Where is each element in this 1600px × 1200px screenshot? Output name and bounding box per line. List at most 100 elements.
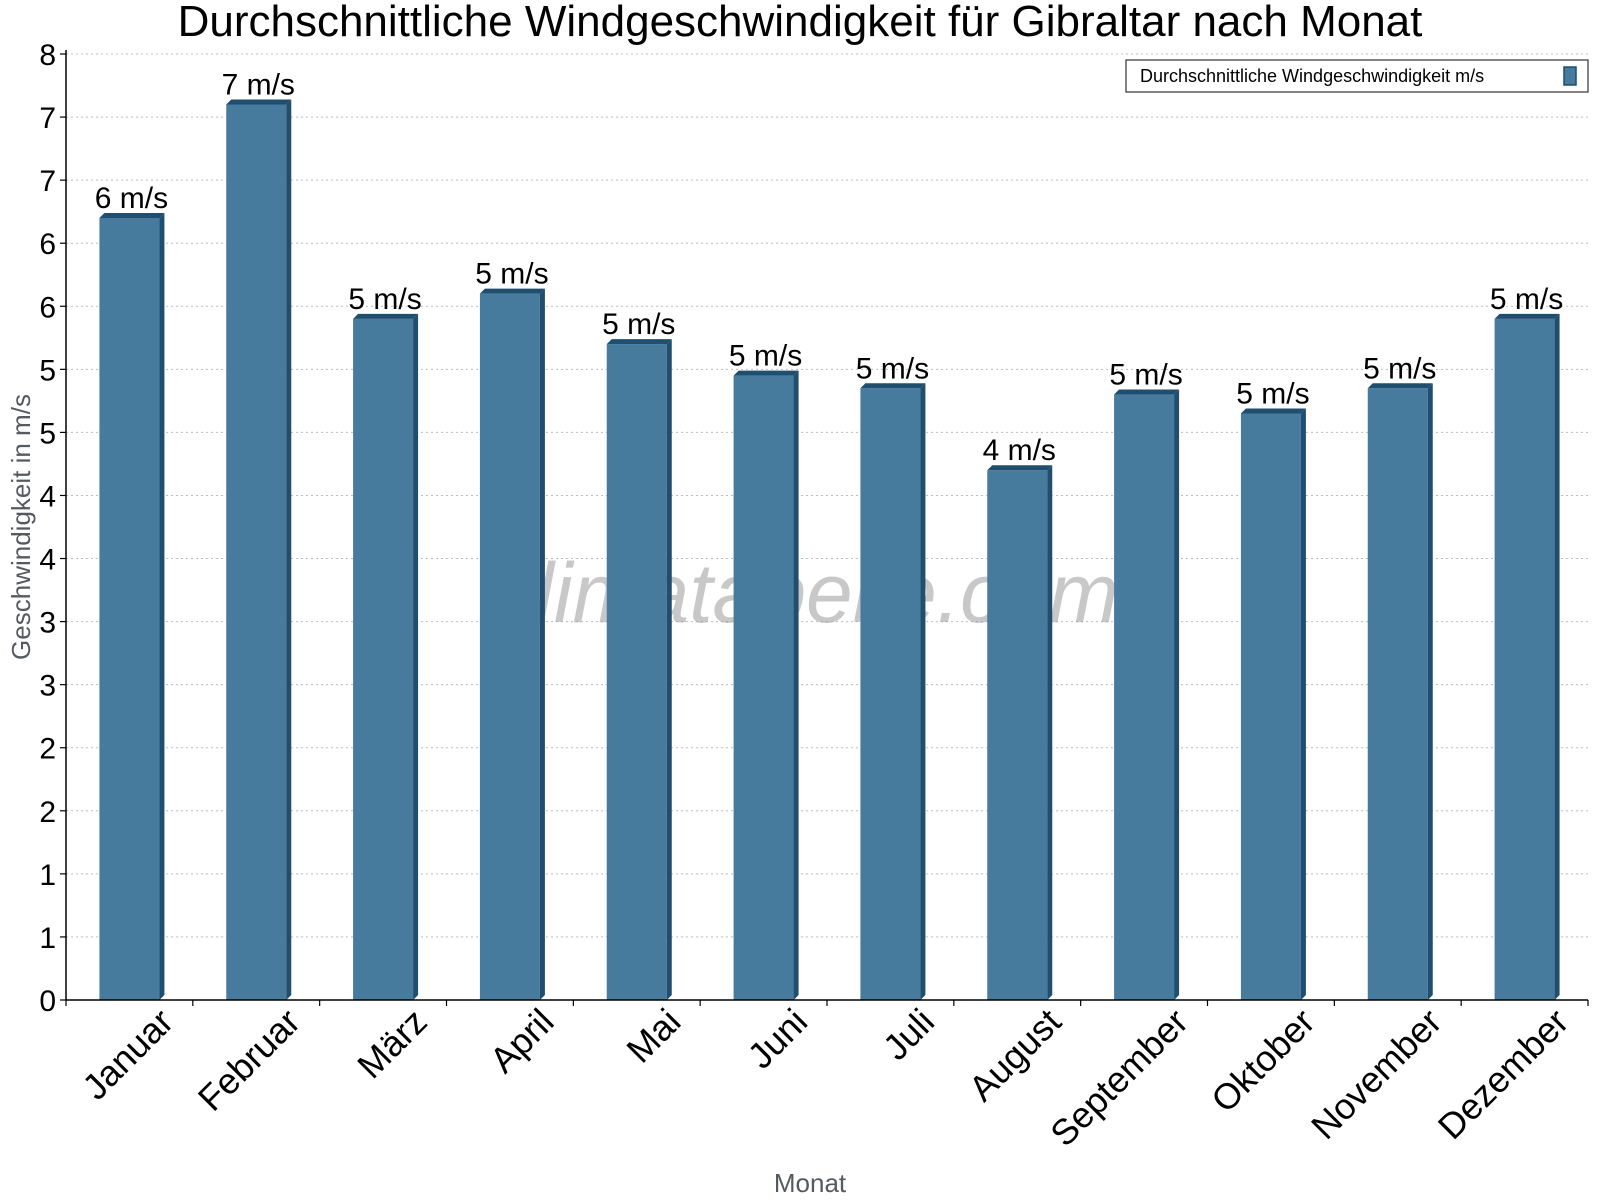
x-tick-label: Juni — [740, 1001, 816, 1077]
x-tick-label: April — [482, 1001, 562, 1081]
bar-top — [606, 339, 672, 345]
x-tick-label: Mai — [618, 1001, 688, 1071]
bar-front — [733, 375, 794, 1000]
y-tick-label: 6 — [39, 228, 56, 261]
y-tick-label: 2 — [39, 733, 56, 766]
y-tick-label: 2 — [39, 796, 56, 829]
bar-front — [860, 388, 921, 1001]
bar-front — [1240, 413, 1301, 1001]
bar-side — [1174, 389, 1180, 1000]
bar-top — [987, 465, 1053, 471]
bar — [226, 99, 292, 1001]
bar — [479, 288, 545, 1000]
bar-side — [286, 99, 292, 1001]
bar-top — [479, 288, 545, 294]
x-tick-label: Juli — [875, 1001, 942, 1068]
legend: Durchschnittliche Windgeschwindigkeit m/… — [1125, 59, 1589, 93]
x-tick-label: November — [1303, 1001, 1449, 1147]
legend-swatch — [1563, 66, 1577, 86]
y-tick-label: 4 — [39, 480, 56, 513]
x-tick-label: Oktober — [1203, 1001, 1323, 1121]
bar-top — [733, 370, 799, 376]
bar-front — [606, 344, 667, 1000]
bar — [1240, 408, 1306, 1001]
bar — [353, 313, 419, 1000]
y-tick-label: 1 — [39, 859, 56, 892]
data-label: 5 m/s — [1363, 352, 1436, 385]
x-axis-title: Monat — [774, 1168, 847, 1198]
x-tick-label: September — [1042, 1001, 1196, 1155]
legend-label: Durchschnittliche Windgeschwindigkeit m/… — [1140, 66, 1484, 86]
data-label: 5 m/s — [1490, 283, 1563, 316]
x-tick-label: Februar — [190, 1001, 308, 1119]
bar-side — [920, 383, 926, 1001]
bar-top — [1240, 408, 1306, 414]
bar-side — [159, 212, 165, 1000]
y-tick-label: 6 — [39, 291, 56, 324]
bar — [860, 383, 926, 1001]
bar-front — [99, 217, 160, 1000]
data-label: 5 m/s — [729, 340, 802, 373]
bar-side — [1300, 408, 1306, 1001]
legend-box — [1125, 59, 1589, 93]
chart-title: Durchschnittliche Windgeschwindigkeit fü… — [178, 0, 1423, 46]
bar — [606, 339, 672, 1000]
x-tick-label: August — [961, 1001, 1069, 1109]
bar-side — [539, 288, 545, 1000]
y-axis-title: Geschwindigkeit in m/s — [6, 394, 36, 660]
y-tick-label: 0 — [39, 985, 56, 1018]
bar-top — [860, 383, 926, 389]
bar-front — [1114, 394, 1175, 1000]
bar — [1367, 383, 1433, 1001]
bar-front — [479, 293, 540, 1000]
y-tick-label: 3 — [39, 670, 56, 703]
x-tick-label: März — [349, 1001, 435, 1087]
bar-top — [1494, 313, 1560, 319]
bar-side — [666, 339, 672, 1000]
data-label: 5 m/s — [475, 258, 548, 291]
y-tick-label: 5 — [39, 354, 56, 387]
bar-top — [1367, 383, 1433, 389]
data-label: 5 m/s — [1236, 377, 1309, 410]
data-label: 5 m/s — [856, 352, 929, 385]
bar — [733, 370, 799, 1000]
bar — [1114, 389, 1180, 1000]
bar-front — [1494, 318, 1555, 1000]
x-tick-label: Dezember — [1430, 1001, 1576, 1147]
data-labels: 6 m/s 7 m/s 5 m/s 5 m/s 5 m/s 5 m/s 5 m/s 4 m/s… — [95, 68, 1564, 467]
bar-top — [99, 212, 165, 218]
y-tick-label: 7 — [39, 102, 56, 135]
bar-top — [353, 313, 419, 319]
y-tick-label: 1 — [39, 922, 56, 955]
bar-top — [1114, 389, 1180, 395]
y-tick-label: 8 — [39, 39, 56, 72]
data-label: 6 m/s — [95, 182, 168, 215]
data-label: 5 m/s — [602, 308, 675, 341]
y-tick-label: 7 — [39, 165, 56, 198]
bar — [99, 212, 165, 1000]
bar-side — [1427, 383, 1433, 1001]
bar — [1494, 313, 1560, 1000]
data-label: 5 m/s — [1109, 359, 1182, 392]
y-tick-label: 3 — [39, 607, 56, 640]
data-label: 5 m/s — [348, 283, 421, 316]
bars — [99, 99, 1560, 1001]
bar-side — [413, 313, 419, 1000]
bar-side — [1554, 313, 1560, 1000]
bar — [987, 465, 1053, 1000]
y-tick-label: 5 — [39, 417, 56, 450]
data-label: 7 m/s — [222, 68, 295, 101]
axes — [60, 50, 1589, 1006]
bar-front — [987, 470, 1048, 1000]
y-tick-labels: 0 1 1 2 2 3 3 4 4 5 5 6 6 7 7 8 — [39, 39, 56, 1018]
bar-front — [353, 318, 414, 1000]
bar-front — [1367, 388, 1428, 1001]
y-tick-label: 4 — [39, 544, 56, 577]
bar-top — [226, 99, 292, 105]
bar-side — [793, 370, 799, 1000]
x-tick-label: Januar — [74, 1001, 181, 1108]
bar-side — [1047, 465, 1053, 1000]
data-label: 4 m/s — [983, 434, 1056, 467]
grid-lines — [66, 53, 1588, 938]
